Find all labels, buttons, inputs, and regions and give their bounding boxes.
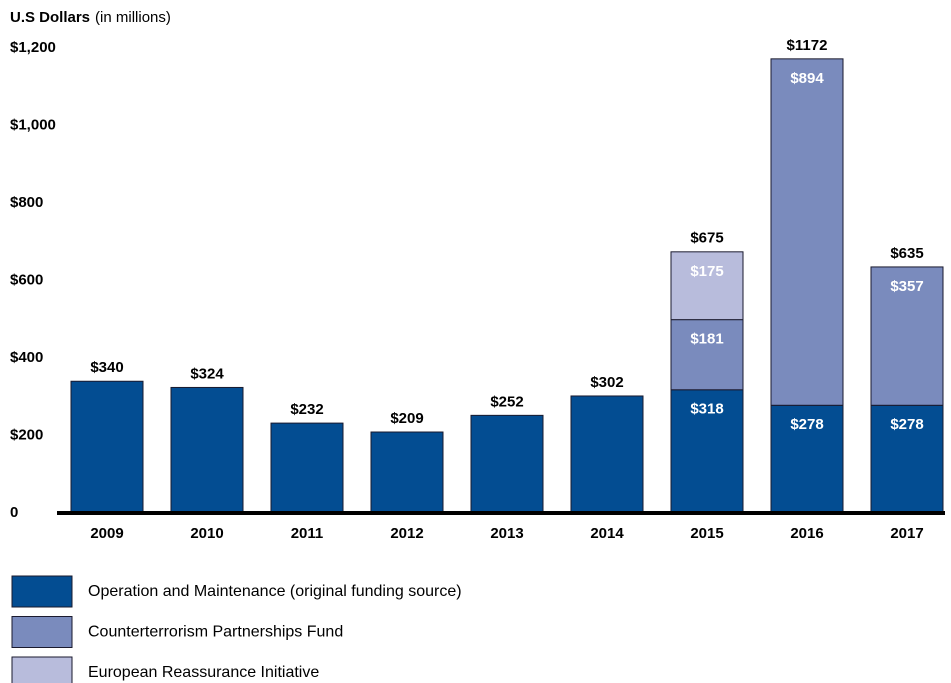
bar-segment	[670, 389, 744, 514]
segment-label: $181	[690, 331, 723, 348]
x-tick-label: 2009	[90, 525, 123, 542]
bar-segment	[870, 404, 944, 514]
bar-segment	[370, 431, 444, 514]
value-label: $302	[590, 374, 623, 391]
segment-label: $318	[690, 401, 723, 418]
axis-title: U.S Dollars (in millions)	[10, 9, 171, 26]
value-label: $324	[190, 365, 224, 382]
y-axis-label: U.S Dollars	[10, 9, 90, 26]
y-tick-label: $800	[10, 194, 43, 211]
legend-label: European Reassurance Initiative	[88, 664, 319, 681]
y-tick-label: $1,200	[10, 39, 56, 56]
value-label: $209	[390, 410, 423, 427]
legend-label: Operation and Maintenance (original fund…	[88, 583, 462, 600]
value-label: $340	[90, 359, 123, 376]
x-tick-label: 2015	[690, 525, 723, 542]
segment-label: $175	[690, 263, 723, 280]
segment-label: $278	[790, 416, 823, 433]
bar-segment	[670, 319, 744, 391]
segment-label: $278	[890, 416, 923, 433]
segment-label: $357	[890, 278, 923, 295]
x-tick-label: 2012	[390, 525, 423, 542]
x-tick-label: 2014	[590, 525, 624, 542]
value-label: $252	[490, 393, 523, 410]
total-label: $1172	[787, 37, 828, 54]
bar-segment	[670, 251, 744, 321]
total-label: $675	[690, 229, 723, 246]
segment-label: $894	[790, 70, 824, 87]
y-tick-label: $400	[10, 349, 43, 366]
y-tick-label: $200	[10, 426, 43, 443]
bar-segment	[470, 414, 544, 514]
x-tick-label: 2016	[790, 525, 823, 542]
y-tick-label: $1,000	[10, 116, 56, 133]
bar-segment	[770, 404, 844, 514]
y-axis-unit: (in millions)	[95, 9, 171, 26]
x-tick-label: 2013	[490, 525, 523, 542]
bar-segment	[170, 386, 244, 514]
total-label: $635	[890, 245, 923, 262]
x-tick-label: 2011	[291, 525, 324, 542]
bar-segment	[270, 422, 344, 514]
bar-segment	[870, 266, 944, 406]
bar-segment	[70, 380, 144, 514]
legend-label: Counterterrorism Partnerships Fund	[88, 624, 343, 641]
legend-swatch	[11, 616, 73, 648]
legend-swatch	[11, 575, 73, 608]
y-tick-label: $600	[10, 271, 43, 288]
bar-segment	[770, 58, 844, 406]
x-tick-label: 2010	[190, 525, 223, 542]
bar-segment	[570, 395, 644, 514]
legend-swatch	[11, 656, 73, 683]
y-tick-label: 0	[10, 504, 18, 521]
x-tick-label: 2017	[890, 525, 923, 542]
value-label: $232	[290, 401, 323, 418]
